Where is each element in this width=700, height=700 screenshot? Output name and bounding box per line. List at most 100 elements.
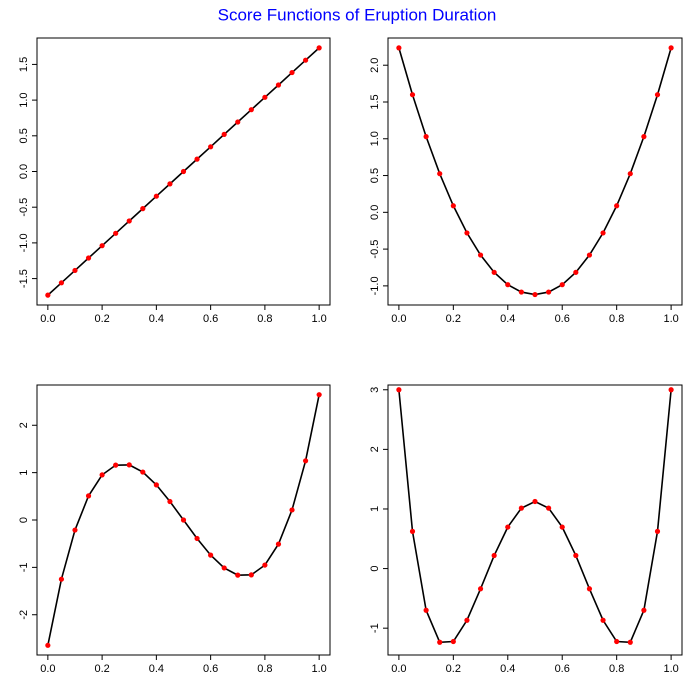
score-point [208, 144, 214, 150]
y-tick-label: 0.5 [18, 128, 30, 143]
score-point [409, 528, 416, 534]
score-point [99, 472, 105, 478]
score-point [396, 387, 402, 393]
y-tick-label: 0 [18, 517, 30, 523]
score-point [614, 203, 620, 209]
y-tick-label: -2 [18, 610, 30, 620]
score-point [450, 203, 456, 209]
score-point [302, 458, 309, 464]
y-tick-label: 1.0 [369, 131, 381, 146]
y-tick-label: -0.5 [18, 198, 30, 217]
x-tick-label: 0.6 [555, 663, 570, 675]
score-point [546, 505, 552, 511]
score-point [491, 269, 497, 275]
y-tick-label: 0.5 [369, 168, 381, 183]
y-tick-label: -0.5 [369, 240, 381, 259]
score-point [641, 607, 647, 613]
score-line [398, 389, 672, 644]
score-point [464, 230, 470, 236]
y-tick-label: 0.0 [18, 164, 30, 179]
score-point [316, 45, 322, 51]
score-point [85, 493, 92, 499]
score-point [302, 57, 309, 63]
score-point [194, 535, 200, 542]
x-tick-label: 0.8 [609, 313, 624, 325]
score-point [289, 69, 295, 76]
score-point [627, 639, 633, 645]
score-point [113, 230, 119, 236]
score-point [99, 243, 105, 249]
score-point [546, 289, 552, 295]
score-point [221, 131, 227, 137]
panel: 0.0 0.2 0.4 0.6 0.8 1.0 -1 0 1 2 3 [369, 384, 683, 675]
plot-frame [387, 37, 683, 306]
x-tick-label: 0.2 [94, 663, 109, 675]
score-point [423, 607, 429, 613]
x-tick-label: 0.6 [203, 313, 218, 325]
score-point [423, 134, 429, 140]
score-point [262, 94, 268, 100]
y-tick-label: 2 [18, 422, 30, 428]
score-point [221, 565, 227, 571]
y-tick-label: -1.0 [18, 233, 30, 252]
y-tick-label: 1.0 [18, 92, 30, 107]
score-point [72, 267, 78, 274]
score-point [275, 541, 282, 547]
score-point [559, 524, 565, 530]
score-point [113, 462, 119, 468]
y-tick-label: 0.0 [369, 205, 381, 220]
score-point [194, 156, 200, 162]
x-tick-label: 0.6 [555, 313, 570, 325]
score-point [167, 181, 173, 187]
y-tick-label: 1.5 [369, 94, 381, 109]
x-tick-label: 1.0 [311, 313, 326, 325]
score-point [275, 82, 282, 88]
score-point [72, 527, 78, 533]
score-point [167, 498, 173, 505]
y-tick-label: 0 [369, 566, 381, 572]
x-tick-label: 0.4 [149, 313, 164, 325]
score-point [654, 92, 661, 98]
plot-frame [387, 384, 683, 656]
score-point [316, 392, 322, 398]
score-point [532, 498, 538, 505]
x-tick-label: 0.4 [500, 663, 515, 675]
score-point [248, 107, 254, 113]
x-tick-label: 0.0 [40, 313, 55, 325]
score-point [586, 586, 593, 592]
y-tick-label: -1 [369, 623, 381, 633]
score-point [45, 642, 51, 648]
score-point [600, 230, 606, 236]
y-tick-label: -1.0 [369, 276, 381, 295]
score-point [153, 482, 159, 488]
score-point [409, 92, 416, 98]
x-tick-label: 1.0 [663, 313, 678, 325]
score-point [505, 524, 511, 530]
x-tick-label: 0.8 [257, 663, 272, 675]
x-tick-label: 0.2 [446, 663, 461, 675]
score-point [85, 255, 92, 261]
x-tick-label: 0.0 [391, 313, 406, 325]
y-tick-label: -1.5 [18, 269, 30, 288]
score-point [627, 171, 633, 177]
score-point [58, 280, 65, 286]
x-tick-label: 0.8 [257, 313, 272, 325]
score-point [491, 552, 497, 559]
y-tick-label: 1.5 [18, 57, 30, 72]
score-point [437, 639, 443, 645]
x-tick-label: 1.0 [663, 663, 678, 675]
panel: 0.0 0.2 0.4 0.6 0.8 1.0 -2 -1 0 1 2 [18, 384, 331, 675]
score-point [262, 562, 268, 568]
y-tick-label: 3 [369, 387, 381, 393]
y-tick-label: 1 [369, 506, 381, 512]
x-tick-label: 0.8 [609, 663, 624, 675]
score-point [641, 134, 647, 140]
panel: 0.0 0.2 0.4 0.6 0.8 1.0 -1.5 -1.0 -0.5 0.0 0.5 1.0 1… [18, 37, 331, 325]
score-point [586, 252, 593, 258]
score-point [140, 469, 146, 475]
score-point [477, 586, 484, 592]
score-point [505, 282, 511, 288]
y-tick-label: 2.0 [369, 58, 381, 73]
score-point [248, 572, 254, 578]
score-point [180, 517, 187, 523]
